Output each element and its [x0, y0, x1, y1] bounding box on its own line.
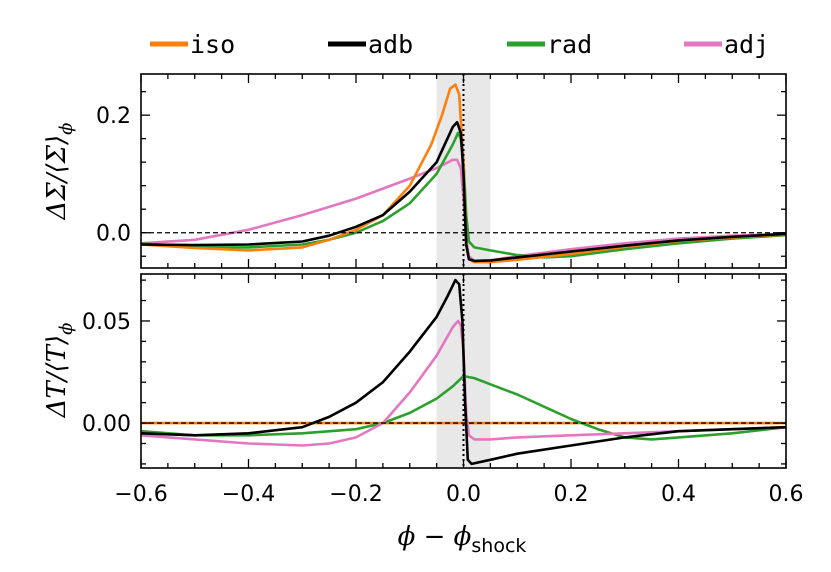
legend: iso adb rad adj [150, 30, 769, 59]
x-tick-label: −0.6 [114, 482, 167, 507]
top-y-tick-label: 0.0 [96, 222, 131, 247]
x-axis-label: ϕ − ϕshock [398, 522, 527, 557]
top-series-adb [141, 120, 786, 263]
bottom-panel: 0.00 0.05 −0.6 −0.4 −0.2 0.0 0.2 0.4 0.6 [82, 273, 804, 507]
bottom-y-axis-label: ΔT/⟨T⟩ϕ [42, 323, 77, 419]
bottom-reference-lines [141, 274, 786, 468]
top-reference-lines [141, 74, 786, 268]
top-axes: 0.0 0.2 [96, 73, 787, 269]
legend-label-iso: iso [190, 30, 235, 59]
x-tick-label: 0.6 [769, 482, 804, 507]
bottom-axes: 0.00 0.05 −0.6 −0.4 −0.2 0.0 0.2 0.4 0.6 [82, 273, 804, 507]
legend-label-adb: adb [368, 30, 413, 59]
x-tick-label: −0.4 [222, 482, 275, 507]
bottom-y-tick-label: 0.05 [82, 310, 131, 335]
top-y-tick-label: 0.2 [96, 104, 131, 129]
bottom-series-adj [141, 319, 786, 447]
x-tick-label: −0.2 [329, 482, 382, 507]
x-tick-label: 0.2 [554, 482, 589, 507]
bottom-y-tick-label: 0.00 [82, 412, 131, 437]
top-y-axis-label: ΔΣ/⟨Σ⟩ϕ [42, 123, 77, 221]
legend-label-rad: rad [547, 30, 592, 59]
bottom-series-rad [141, 374, 786, 441]
top-panel: 0.0 0.2 [96, 73, 787, 269]
top-series-iso [141, 83, 786, 264]
bottom-series-adb [141, 278, 786, 466]
legend-label-adj: adj [724, 30, 769, 59]
x-tick-label: 0.0 [446, 482, 481, 507]
x-tick-label: 0.4 [661, 482, 696, 507]
top-series [141, 83, 786, 264]
